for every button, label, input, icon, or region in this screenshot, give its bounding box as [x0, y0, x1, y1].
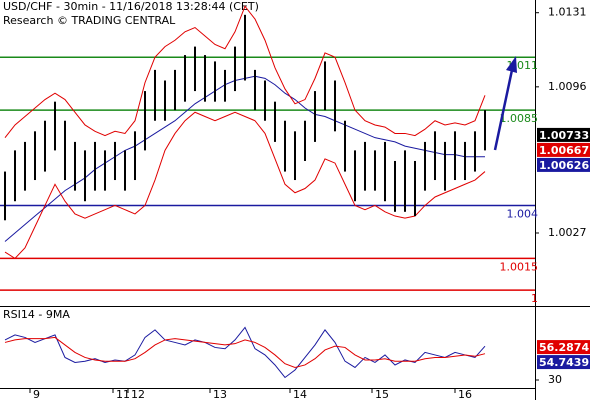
price-tag-label: 1.00733 [539, 129, 589, 142]
price-tag [537, 127, 590, 142]
indicator-line [4, 336, 486, 368]
price-tag-label: 1.00626 [539, 159, 589, 172]
y-tick-label: 30 [548, 373, 562, 386]
price-tag-label: 54.7439 [539, 356, 589, 369]
level-label: 1.0085 [500, 112, 539, 125]
x-tick-label: 11 [116, 388, 130, 400]
price-tag [537, 340, 590, 355]
y-tick-label: 1.0096 [548, 80, 587, 93]
price-tag [537, 157, 590, 172]
price-tag [537, 142, 590, 157]
indicator-line [4, 111, 486, 260]
level-label: 1 [531, 292, 538, 305]
level-label: 1.0015 [500, 260, 539, 273]
chart-title: USD/CHF - 30min - 11/16/2018 13:28:44 (C… [3, 0, 259, 13]
y-tick-label: 1.0027 [548, 226, 587, 239]
x-tick-label: 12 [131, 388, 145, 400]
indicator-line [4, 326, 486, 379]
x-tick-label: 16 [458, 388, 472, 400]
x-tick-label: 15 [375, 388, 389, 400]
x-tick-label: 13 [213, 388, 227, 400]
arrow-head [506, 56, 517, 73]
price-tag [537, 355, 590, 370]
price-tag-label: 56.2874 [539, 341, 589, 354]
level-label: 1.004 [507, 207, 539, 220]
chart-subtitle: Research © TRADING CENTRAL [3, 14, 176, 27]
x-tick-label: 14 [293, 388, 307, 400]
panel-title: RSI14 - 9MA [3, 308, 70, 321]
forecast-arrow [493, 69, 514, 151]
y-tick-label: 1.0131 [548, 6, 587, 19]
price-tag-label: 1.00667 [539, 144, 589, 157]
x-tick-label: 9 [33, 388, 40, 400]
indicator-line [4, 5, 486, 138]
